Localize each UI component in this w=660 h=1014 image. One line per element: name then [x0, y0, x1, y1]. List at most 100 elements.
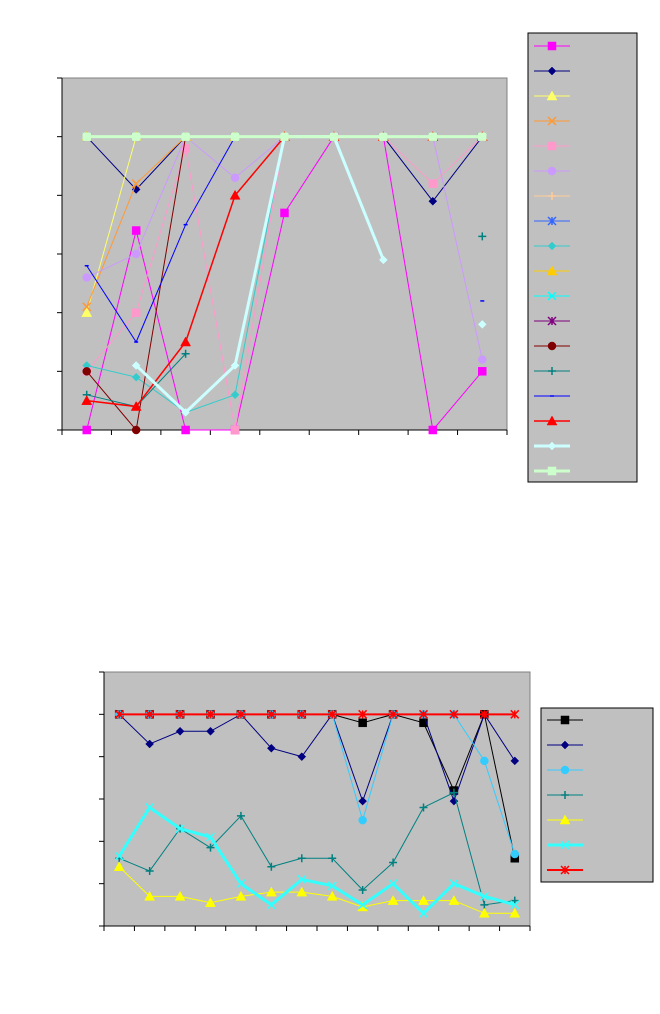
legend-box — [527, 32, 638, 483]
marker — [478, 355, 487, 364]
legend — [540, 707, 654, 883]
legend — [527, 32, 638, 483]
marker — [235, 890, 247, 901]
marker — [229, 189, 241, 200]
marker — [81, 307, 93, 317]
marker — [205, 709, 216, 719]
marker — [82, 273, 91, 282]
marker — [145, 739, 154, 749]
marker — [560, 865, 570, 875]
marker — [145, 709, 155, 719]
marker — [174, 890, 186, 901]
marker — [175, 726, 185, 736]
marker — [560, 715, 570, 725]
marker — [560, 740, 570, 750]
marker — [478, 132, 487, 141]
marker — [131, 372, 141, 382]
marker — [510, 756, 520, 766]
marker — [387, 895, 399, 905]
marker — [479, 891, 489, 901]
marker — [428, 425, 438, 435]
marker — [478, 232, 487, 241]
marker — [82, 132, 91, 141]
marker — [510, 896, 519, 905]
marker — [388, 879, 398, 889]
marker — [82, 367, 91, 376]
marker — [181, 132, 190, 141]
marker — [449, 879, 459, 889]
marker — [448, 895, 460, 905]
marker — [428, 179, 438, 188]
marker — [547, 41, 557, 51]
marker — [547, 341, 557, 351]
series-line — [118, 713, 516, 803]
marker — [114, 709, 124, 719]
marker — [267, 743, 276, 753]
marker — [230, 390, 240, 400]
marker — [236, 811, 245, 820]
marker — [181, 349, 190, 358]
marker — [379, 132, 388, 141]
marker — [82, 302, 92, 312]
marker — [510, 900, 520, 910]
marker — [130, 401, 142, 411]
plot-area — [61, 77, 508, 431]
marker — [548, 367, 556, 375]
marker — [267, 862, 276, 871]
marker — [131, 308, 141, 317]
marker — [418, 709, 429, 719]
marker — [266, 709, 276, 719]
marker — [266, 900, 276, 910]
marker — [297, 854, 306, 863]
marker — [561, 791, 569, 799]
marker — [82, 425, 91, 435]
marker — [418, 908, 429, 918]
marker — [230, 425, 240, 435]
marker — [145, 866, 154, 875]
marker — [329, 132, 339, 141]
marker — [358, 709, 368, 719]
marker — [480, 900, 489, 909]
marker — [479, 709, 489, 719]
marker — [560, 840, 570, 850]
marker — [144, 890, 156, 901]
marker — [206, 726, 215, 736]
marker — [449, 788, 458, 797]
marker — [547, 291, 557, 301]
marker — [327, 709, 337, 719]
marker — [265, 886, 277, 897]
marker — [114, 851, 124, 861]
marker — [478, 367, 487, 376]
marker — [509, 907, 521, 918]
marker — [113, 861, 125, 871]
marker — [548, 192, 556, 200]
marker — [546, 90, 558, 101]
marker — [559, 814, 571, 825]
marker — [230, 361, 240, 370]
marker — [205, 832, 216, 842]
marker — [480, 756, 489, 766]
marker — [547, 166, 557, 176]
marker — [428, 196, 438, 206]
marker — [510, 709, 520, 719]
marker — [389, 858, 398, 867]
marker — [297, 752, 307, 762]
marker — [358, 815, 367, 825]
marker — [358, 900, 368, 910]
marker — [230, 132, 240, 141]
marker — [478, 907, 490, 918]
marker — [547, 141, 557, 151]
marker — [358, 796, 367, 806]
chart — [99, 671, 531, 931]
marker — [131, 249, 141, 259]
marker — [547, 466, 557, 476]
marker — [547, 66, 557, 76]
marker — [327, 881, 337, 891]
marker — [181, 408, 190, 417]
marker — [418, 895, 429, 905]
marker — [180, 336, 192, 347]
marker — [547, 216, 557, 226]
marker — [449, 709, 459, 719]
marker — [131, 179, 141, 189]
